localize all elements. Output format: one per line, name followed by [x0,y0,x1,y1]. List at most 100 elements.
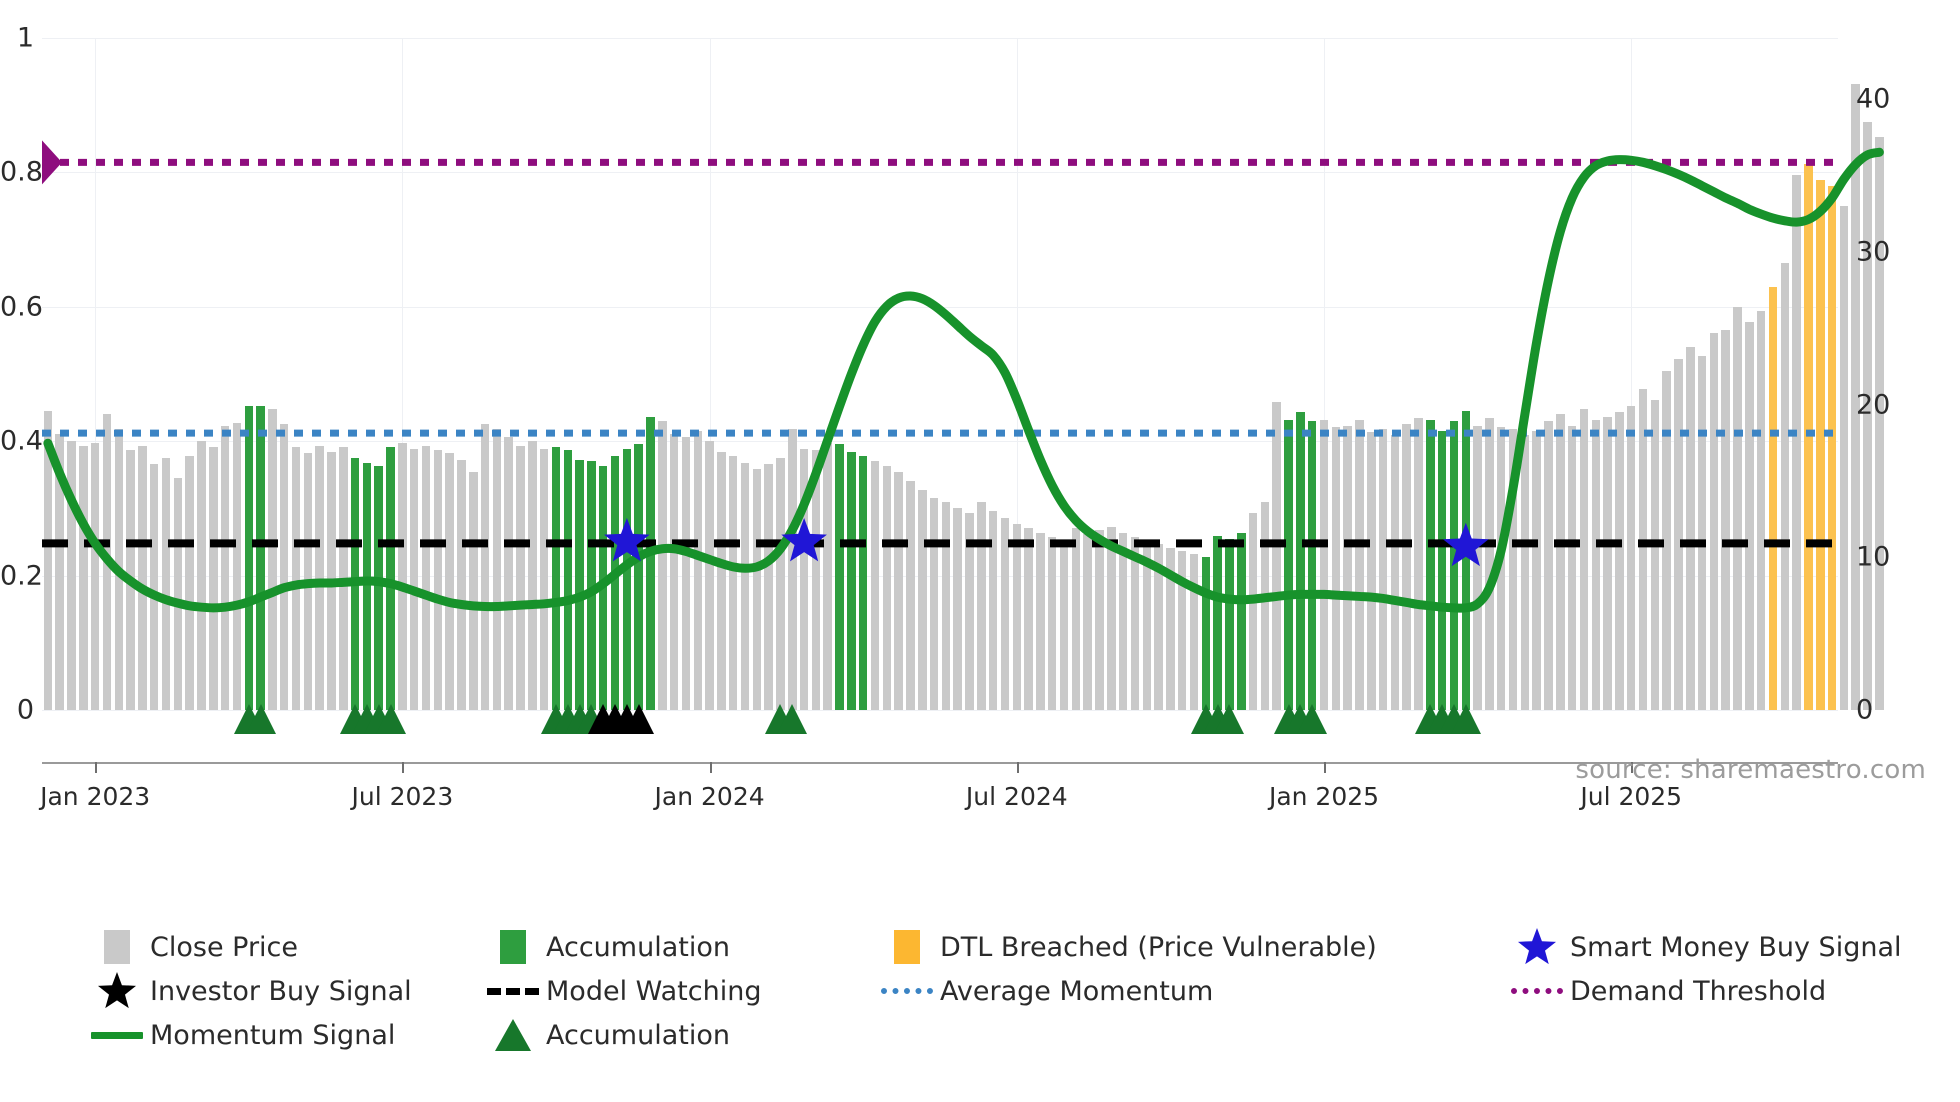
x-axis-tick [95,762,98,773]
close-price-bar [1496,427,1506,710]
y-axis-right-tick: 20 [1856,389,1891,421]
smart-money-buy-signal-star[interactable] [604,518,650,562]
legend-key-star [84,969,150,1013]
close-price-bar [1331,427,1341,710]
accumulation-bar [847,451,856,710]
accumulation-bar [634,444,643,710]
close-price-bar [185,456,194,710]
close-price-bar [469,471,478,710]
close-price-bar [752,468,762,710]
close-price-bar [1036,532,1045,710]
close-price-bar [988,511,998,710]
close-price-bar [232,422,242,710]
close-price-bar [1709,332,1719,710]
close-price-bar [977,502,986,710]
legend-swatch-square [500,930,526,964]
close-price-bar [1378,428,1388,710]
dtl-breached-bar [1827,186,1837,710]
legend-row: Close Price Accumulation DTL Breached (Pri… [84,928,1924,966]
vertical-gridline [1324,38,1325,710]
y-axis-left-tick: 0 [16,694,34,726]
close-price-bar [445,453,454,710]
legend-item-demand-threshold[interactable]: Demand Threshold [1504,976,1826,1007]
legend-item-model-watching[interactable]: Model Watching [480,976,761,1007]
accumulation-bar [610,456,620,710]
close-price-bar [1591,419,1601,710]
smart-money-buy-signal-star[interactable] [1442,522,1489,567]
y-axis-left-tick: 0.8 [0,156,43,188]
chart-legend: Close Price Accumulation DTL Breached (Pri… [84,928,1924,1060]
accumulation-bar [1449,421,1459,710]
close-price-bar [291,447,301,710]
close-price-bar [480,424,490,710]
legend-key-square [84,930,150,964]
close-price-bar [728,456,738,710]
close-price-bar [1567,425,1577,710]
demand-threshold-marker [42,140,62,185]
legend-item-average-momentum[interactable]: Average Momentum [874,976,1213,1007]
close-price-bar [1686,346,1695,710]
close-price-bar [43,410,53,710]
legend-label: Accumulation [546,931,730,963]
x-axis-tick [402,762,405,773]
close-price-bar [823,442,832,710]
close-price-bar [268,409,277,710]
legend-item-momentum-signal[interactable]: Momentum Signal [84,1020,395,1051]
legend-item-accumulation-marker[interactable]: Accumulation [480,1019,730,1051]
gridline [42,575,1838,577]
legend-key-square [480,930,546,964]
accumulation-bar [622,448,632,710]
y-axis-left-tick: 0.4 [0,425,43,457]
accumulation-triangle-marker [777,704,808,734]
dtl-breached-bar [1816,180,1825,710]
x-axis-tick [1631,762,1634,773]
accumulation-bar [374,465,383,710]
x-axis-tick-label: Jul 2023 [351,782,454,811]
close-price-bar [1059,540,1069,710]
close-price-bar [1756,311,1766,710]
legend-item-close-price[interactable]: Close Price [84,930,298,964]
smart-money-buy-signal-star[interactable] [781,518,827,562]
close-price-bar [1000,517,1010,710]
close-price-bar [965,512,974,710]
x-axis-tick-label: Jan 2024 [654,782,765,811]
close-price-bar [1367,432,1376,710]
legend-row: Investor Buy Signal Model Watching Average… [84,972,1924,1010]
close-price-bar [67,441,76,710]
legend-item-accumulation-bar[interactable]: Accumulation [480,930,730,964]
legend-item-dtl-breached[interactable]: DTL Breached (Price Vulnerable) [874,930,1377,964]
close-price-bar [1721,329,1730,710]
close-price-bar [929,497,939,710]
legend-key-dotted-line [874,988,940,994]
accumulation-marker-band [42,690,1838,750]
close-price-bar [1402,424,1411,710]
y-axis-right-tick: 30 [1856,236,1891,268]
legend-label: Model Watching [546,975,762,1007]
close-price-bar [693,430,703,710]
close-price-bar [1662,370,1671,710]
legend-item-smart-money-buy-signal[interactable]: Smart Money Buy Signal [1504,925,1902,969]
accumulation-bar [1307,421,1317,710]
close-price-bar [433,450,443,710]
close-price-bar [315,445,324,710]
legend-item-investor-buy-signal[interactable]: Investor Buy Signal [84,969,412,1013]
close-price-bar [398,442,407,710]
close-price-bar [740,462,750,710]
close-price-bar [1851,83,1860,710]
legend-key-square [874,930,940,964]
x-axis-tick-label: Jul 2024 [965,782,1068,811]
close-price-bar [811,450,821,710]
close-price-bar [457,459,466,710]
close-price-bar [1260,502,1270,710]
close-price-bar [1520,435,1530,710]
legend-swatch-star-icon [97,972,137,1009]
accumulation-triangle-marker [375,704,406,734]
legend-label: Accumulation [546,1019,730,1051]
close-price-bar [1650,399,1660,710]
close-price-bar [764,464,773,710]
close-price-bar [705,441,714,710]
legend-swatch-dotted-line [881,988,933,994]
close-price-bar [220,425,230,710]
close-price-bar [1579,409,1589,710]
accumulation-bar [1213,535,1222,710]
